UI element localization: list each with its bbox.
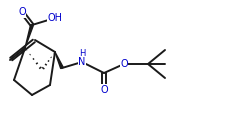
- Text: O: O: [120, 59, 128, 69]
- Text: N: N: [78, 57, 86, 67]
- Text: OH: OH: [47, 13, 63, 23]
- Polygon shape: [55, 52, 63, 68]
- Text: H: H: [79, 49, 85, 58]
- Text: O: O: [100, 85, 108, 95]
- Text: O: O: [18, 7, 26, 17]
- Polygon shape: [25, 25, 33, 48]
